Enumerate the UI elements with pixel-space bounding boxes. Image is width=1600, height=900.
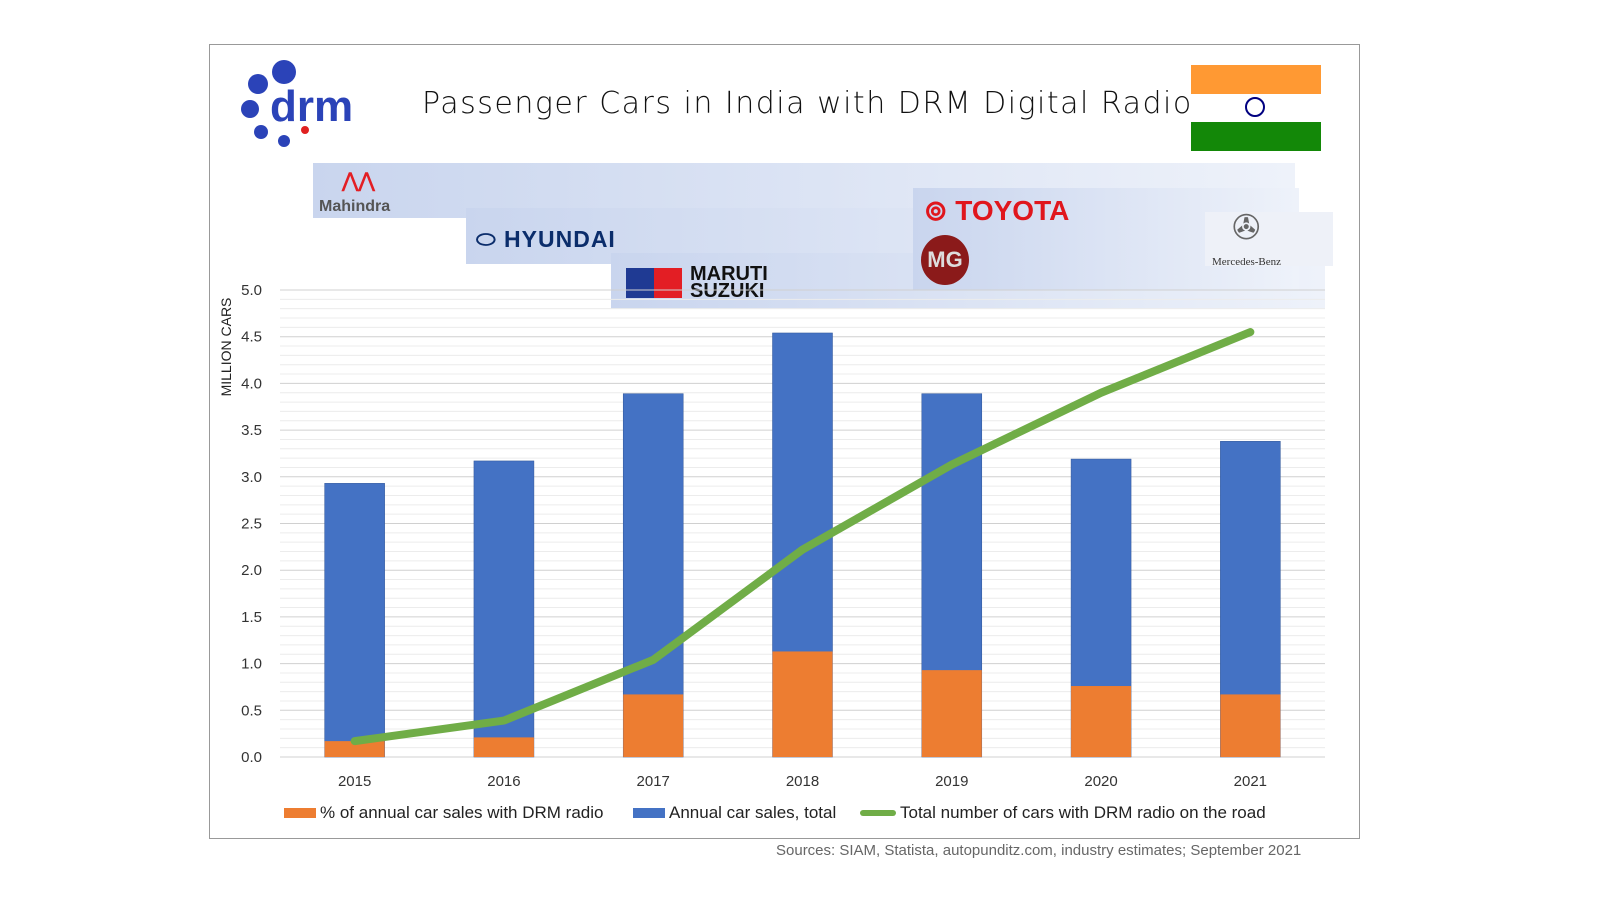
- legend-label: Annual car sales, total: [669, 803, 837, 822]
- y-tick-label: 3.0: [241, 469, 262, 486]
- y-tick-label: 0.5: [241, 702, 262, 719]
- legend-item-total-on-road: Total number of cars with DRM radio on t…: [860, 803, 1266, 823]
- y-tick-label: 2.0: [241, 562, 262, 579]
- toyota-text: TOYOTA: [955, 195, 1070, 226]
- mercedes-star-icon: ✇: [1232, 209, 1261, 247]
- hyundai-logo: ⬭ HYUNDAI: [476, 226, 616, 253]
- mercedes-logo: Mercedes-Benz: [1212, 256, 1282, 268]
- legend-label: Total number of cars with DRM radio on t…: [900, 803, 1266, 822]
- bar-drm-share: [921, 670, 982, 757]
- y-tick-label: 2.5: [241, 516, 262, 533]
- legend-item-drm-share: % of annual car sales with DRM radio: [284, 803, 603, 823]
- x-tick-label: 2019: [935, 773, 968, 790]
- mg-logo: MG: [921, 235, 969, 285]
- hyundai-emblem-icon: ⬭: [476, 226, 505, 252]
- chart-frame: [209, 44, 1360, 839]
- bar-drm-share: [324, 741, 385, 757]
- sources-note: Sources: SIAM, Statista, autopunditz.com…: [776, 842, 1302, 859]
- y-tick-label: 1.0: [241, 656, 262, 673]
- y-tick-label: 0.0: [241, 749, 262, 766]
- bar-drm-share: [623, 694, 684, 757]
- legend-item-annual-sales: Annual car sales, total: [633, 803, 836, 823]
- bar-drm-share: [1071, 686, 1132, 757]
- y-tick-label: 4.0: [241, 375, 262, 392]
- legend-swatch: [860, 810, 896, 816]
- bar-drm-share: [772, 651, 833, 757]
- x-tick-label: 2016: [487, 773, 520, 790]
- legend-swatch: [633, 808, 665, 818]
- maruti-emblem-icon: [626, 268, 682, 298]
- hyundai-text: HYUNDAI: [504, 226, 616, 252]
- brand-banner: [1205, 212, 1333, 266]
- y-tick-label: 5.0: [241, 282, 262, 299]
- x-tick-label: 2020: [1084, 773, 1117, 790]
- x-tick-label: 2015: [338, 773, 371, 790]
- legend-swatch: [284, 808, 316, 818]
- bar-annual-sales: [324, 483, 385, 758]
- bar-drm-share: [473, 737, 534, 757]
- bar-annual-sales: [473, 460, 535, 758]
- y-tick-label: 4.5: [241, 329, 262, 346]
- bar-drm-share: [1220, 694, 1281, 757]
- y-tick-label: 3.5: [241, 422, 262, 439]
- x-tick-label: 2021: [1234, 773, 1267, 790]
- maruti-suzuki-logo: MARUTI SUZUKI: [690, 263, 768, 302]
- toyota-emblem-icon: ⊚: [924, 195, 956, 226]
- chart-title: Passenger Cars in India with DRM Digital…: [422, 86, 1246, 121]
- mahindra-logo: Mahindra: [319, 198, 391, 215]
- y-axis-label: MILLION CARS: [218, 298, 234, 397]
- india-flag: [1191, 65, 1321, 151]
- legend-label: % of annual car sales with DRM radio: [320, 803, 604, 822]
- toyota-logo: ⊚ TOYOTA: [924, 194, 1069, 227]
- y-tick-label: 1.5: [241, 609, 262, 626]
- mahindra-emblem-icon: ⋀⋀: [342, 170, 375, 192]
- x-tick-label: 2017: [637, 773, 670, 790]
- x-tick-label: 2018: [786, 773, 819, 790]
